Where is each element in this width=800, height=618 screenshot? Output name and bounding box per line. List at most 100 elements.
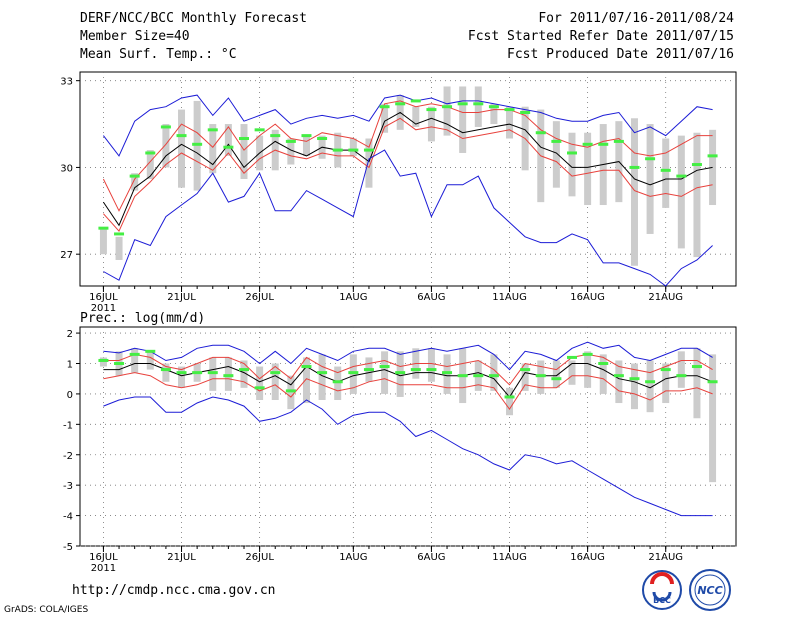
spread-box [615,360,623,404]
spread-box [490,103,498,125]
spread-box [427,106,435,142]
spread-box [240,124,248,179]
x-tick-label: 16AUG [570,552,605,563]
median-marker [598,362,609,365]
median-marker [363,368,374,372]
median-marker [223,374,234,378]
panel-precipitation: -5 -4 -3 -2 -1 0 1 2 16JUL 21JUL 26JUL 1AUG 6AUG 11AU… [63,326,737,574]
panel-temperature: 27 30 33 16JUL 21JUL 26JUL 1AUG 6AUG 11AUG 16AUG 2… [60,71,737,314]
spread-box [552,121,560,188]
spread-box [443,354,451,394]
spread-box [209,124,217,174]
median-marker [520,110,531,114]
spread-box [334,366,342,400]
y-tick-label: 33 [60,77,73,88]
variable-label: Mean Surf. Temp.: °C [80,47,237,62]
x-tick-label: 16AUG [570,292,605,303]
median-marker [332,148,343,152]
median-marker [207,371,218,375]
median-marker [317,371,328,375]
median-marker [457,374,468,378]
median-marker [691,365,702,369]
median-marker [707,380,718,384]
y-tick-label: 30 [60,163,73,174]
precip-panel-title: Prec.: log(mm/d) [80,311,205,326]
x-tick-label: 16JUL [89,552,118,563]
y-tick-label: -1 [63,420,73,431]
source-url[interactable]: http://cmdp.ncc.cma.gov.cn [72,583,276,598]
median-marker [223,145,234,149]
spread-box [146,351,154,370]
x-tick-label: 21JUL [167,292,196,303]
plot-frame [79,71,737,287]
spread-box [131,173,139,191]
median-marker [442,105,453,109]
spread-box [693,132,701,258]
spread-box [381,351,389,394]
median-marker [613,139,624,143]
median-marker [129,174,140,178]
median-marker [645,157,656,161]
median-marker [348,148,359,152]
spread-box [396,351,404,397]
spread-box [365,138,373,188]
median-marker [582,142,593,146]
median-marker [114,232,125,236]
spread-box [287,138,295,165]
spread-box [162,124,170,168]
produced-date: Fcst Produced Date 2011/07/16 [507,47,734,62]
median-marker [145,349,156,353]
median-marker [301,365,312,369]
median-marker [535,374,546,378]
spread-box [99,228,107,255]
spread-box [552,360,560,388]
spread-box [240,360,248,388]
spread-box [506,387,514,416]
median-marker [645,380,656,384]
spread-box [224,357,232,391]
median-marker [535,131,546,135]
spread-box [349,138,357,156]
median-marker [567,355,577,359]
spread-box [256,366,264,400]
spread-box [630,363,638,410]
median-marker [426,108,437,112]
median-marker [504,395,515,399]
median-marker [551,377,562,381]
median-marker [176,371,187,375]
spread-box [146,150,154,179]
spread-box [662,138,670,208]
median-marker [285,139,296,143]
member-size: Member Size=40 [80,29,190,44]
spread-box [474,86,482,127]
median-marker [379,105,390,109]
median-marker [410,368,421,372]
started-date: Fcst Started Refer Date 2011/07/15 [467,29,734,44]
median-marker [629,165,640,169]
median-marker [473,374,484,378]
forecast-period: For 2011/07/16-2011/08/24 [538,11,734,26]
median-marker [254,128,265,132]
x-tick-label: 26JUL [245,292,274,303]
median-marker [598,142,609,146]
spread-box [287,375,295,410]
median-marker [332,380,343,384]
spread-box [459,86,467,153]
median-marker [551,139,562,143]
spread-box [427,348,435,382]
spread-box [630,118,638,266]
spread-box [568,132,576,197]
series-max-line [103,94,713,157]
y-tick-label: -4 [63,512,73,523]
spread-box [646,360,654,413]
series-lower-line [103,372,713,410]
spread-box [662,363,670,404]
x-tick-label: 1AUG [339,552,367,563]
spread-box [677,351,685,388]
series-upper-line [102,100,713,212]
x-tick-label: 26JUL [245,552,274,563]
median-marker [504,108,515,112]
median-marker [114,362,125,365]
y-tick-label: -5 [63,542,73,553]
